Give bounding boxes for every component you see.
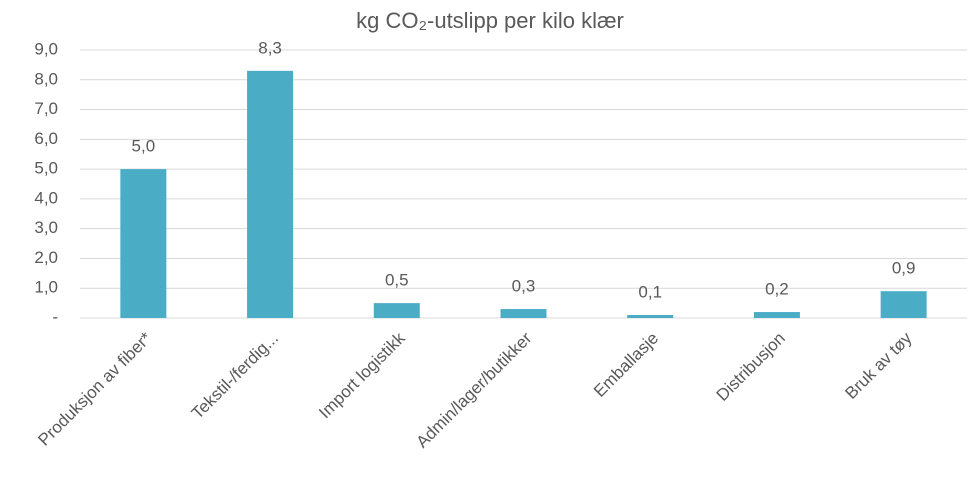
y-tick-label: 4,0 [34, 188, 58, 207]
y-tick-label: 9,0 [34, 39, 58, 58]
x-tick-label: Distribusjon [713, 329, 789, 405]
bar [500, 309, 547, 318]
bar [880, 291, 927, 318]
y-tick-label: 5,0 [34, 159, 58, 178]
bar [247, 70, 294, 318]
bar [120, 169, 167, 318]
x-tick-label: Admin/lager/butikker [412, 328, 535, 451]
value-label: 0,9 [892, 259, 916, 278]
value-label: 8,3 [258, 38, 282, 57]
y-tick-label: 7,0 [34, 99, 58, 118]
x-tick-label: Produksjon av fiber* [34, 328, 155, 449]
y-tick-label: 8,0 [34, 69, 58, 88]
bar [373, 303, 420, 318]
x-tick-label: Tekstil-/ferdig... [188, 329, 282, 423]
bar [753, 312, 800, 318]
x-tick-label: Import logistikk [315, 328, 409, 422]
y-tick-label: 6,0 [34, 129, 58, 148]
value-label: 0,2 [765, 280, 789, 299]
value-label: 0,1 [638, 283, 662, 302]
value-label: 0,3 [512, 277, 536, 296]
x-tick-label: Emballasje [590, 329, 662, 401]
bar [627, 315, 674, 318]
y-tick-label: 1,0 [34, 278, 58, 297]
value-label: 0,5 [385, 271, 409, 290]
value-label: 5,0 [132, 137, 156, 156]
y-tick-label: 2,0 [34, 248, 58, 267]
x-tick-label: Bruk av tøy [841, 328, 916, 403]
chart-title: kg CO₂-utslipp per kilo klær [356, 8, 624, 33]
y-tick-label: 3,0 [34, 218, 58, 237]
y-tick-label: - [52, 307, 58, 326]
